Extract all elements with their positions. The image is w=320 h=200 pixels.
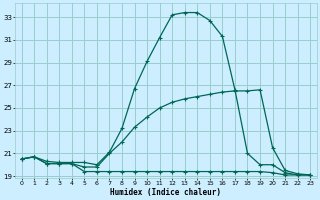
X-axis label: Humidex (Indice chaleur): Humidex (Indice chaleur) xyxy=(110,188,221,197)
